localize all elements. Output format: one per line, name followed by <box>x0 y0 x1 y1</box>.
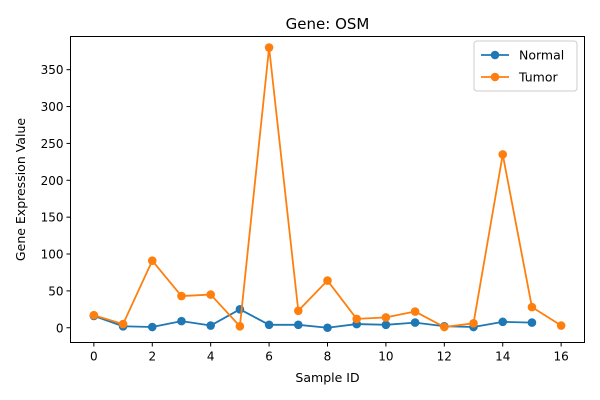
x-tick-label: 4 <box>207 350 215 364</box>
legend-label: Normal <box>519 48 564 63</box>
data-point-normal <box>410 318 420 327</box>
y-tick-label: 50 <box>48 284 63 298</box>
data-point-normal <box>147 322 157 332</box>
y-tick-label: 150 <box>41 211 64 225</box>
x-tick-label: 8 <box>324 350 332 364</box>
data-point-normal <box>527 318 537 327</box>
data-point-tumor <box>235 321 245 331</box>
legend-marker <box>490 72 500 82</box>
data-point-normal <box>498 317 508 327</box>
data-point-normal <box>235 305 245 314</box>
x-tick-label: 14 <box>495 350 510 364</box>
legend-marker <box>490 50 500 60</box>
data-point-tumor <box>323 276 332 285</box>
data-point-normal <box>293 320 303 330</box>
data-point-tumor <box>177 291 186 301</box>
y-tick-label: 350 <box>41 63 64 77</box>
chart-title: Gene: OSM <box>286 15 370 33</box>
data-point-tumor <box>469 319 478 328</box>
x-tick-label: 0 <box>90 350 98 364</box>
x-axis: 0 2 4 6 8 10 12 14 16 <box>90 342 569 364</box>
legend: Normal Tumor <box>473 40 578 92</box>
data-point-tumor <box>440 322 449 332</box>
data-point-tumor <box>527 302 537 312</box>
data-point-normal <box>264 320 274 330</box>
data-point-tumor <box>352 314 362 324</box>
y-axis: 0 50 100 150 200 250 300 350 <box>41 63 71 335</box>
x-tick-label: 10 <box>378 350 393 364</box>
legend-box <box>473 40 578 92</box>
data-point-normal <box>323 323 332 333</box>
y-tick-label: 200 <box>41 174 64 188</box>
y-tick-label: 100 <box>41 248 64 262</box>
x-tick-label: 6 <box>265 350 273 364</box>
x-tick-label: 2 <box>148 350 156 364</box>
data-point-tumor <box>118 319 128 329</box>
y-tick-label: 300 <box>41 100 64 114</box>
data-point-normal <box>177 316 186 326</box>
data-point-normal <box>381 320 391 330</box>
data-point-tumor <box>381 313 391 322</box>
series-line-normal <box>93 308 532 329</box>
y-axis-label: Gene Expression Value <box>13 118 28 261</box>
data-point-tumor <box>89 310 99 320</box>
data-point-normal <box>206 321 215 330</box>
data-point-tumor <box>147 256 157 265</box>
x-tick-label: 16 <box>553 350 568 364</box>
y-tick-label: 250 <box>41 137 64 151</box>
data-point-tumor <box>264 43 274 52</box>
data-point-tumor <box>206 290 215 299</box>
data-point-tumor <box>410 307 420 316</box>
data-point-tumor <box>556 321 566 330</box>
legend-label: Tumor <box>518 70 558 85</box>
x-tick-label: 12 <box>437 350 452 364</box>
data-point-tumor <box>498 150 508 159</box>
x-axis-label: Sample ID <box>295 370 359 385</box>
data-point-tumor <box>293 306 303 316</box>
y-tick-label: 0 <box>56 321 64 335</box>
plot-area <box>89 43 566 333</box>
